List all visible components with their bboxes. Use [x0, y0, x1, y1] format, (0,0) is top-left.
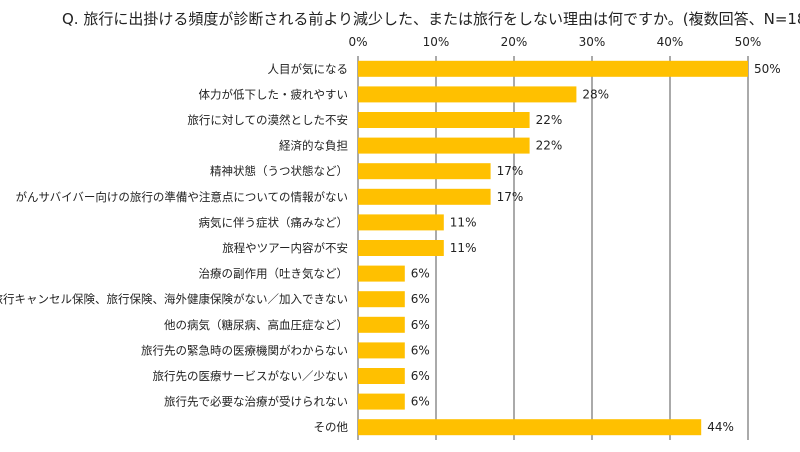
value-label: 22% [536, 113, 563, 127]
bar [358, 112, 530, 128]
category-label: 体力が低下した・疲れやすい [199, 87, 349, 101]
bar [358, 393, 405, 410]
label-layer: 0% 10% 20% 30% 40% 50% 人目が気になる 50% 体力が低下した・疲れやすい… [0, 35, 781, 434]
category-label: その他 [314, 420, 349, 434]
category-label: 旅行先で必要な治療が受けられない [164, 395, 348, 409]
bar [358, 214, 444, 231]
value-label: 28% [582, 87, 609, 101]
value-label: 6% [411, 395, 430, 409]
category-label: 病気に伴う症状（痛みなど） [199, 215, 349, 229]
value-label: 44% [707, 420, 734, 434]
category-label: 精神状態（うつ状態など） [210, 164, 348, 178]
category-label: 旅行先の緊急時の医療機関がわからない [141, 343, 348, 357]
bar [358, 86, 577, 103]
value-label: 6% [411, 369, 430, 383]
value-label: 6% [411, 318, 430, 332]
bar [358, 368, 405, 384]
category-label: 旅行先の医療サービスがない／少ない [153, 369, 349, 383]
bar [358, 137, 530, 154]
value-label: 6% [411, 292, 430, 306]
value-label: 17% [497, 190, 524, 204]
value-label: 17% [497, 164, 524, 178]
bar [358, 60, 748, 77]
bar [358, 291, 405, 308]
value-label: 22% [536, 139, 563, 153]
category-label: 経済的な負担 [279, 139, 348, 153]
value-label: 6% [411, 343, 430, 357]
x-tick-label: 10% [423, 35, 450, 49]
bar [358, 316, 405, 333]
bar [358, 265, 405, 282]
x-tick-label: 40% [657, 35, 684, 49]
bar [358, 419, 702, 436]
value-label: 6% [411, 267, 430, 281]
x-tick-label: 20% [501, 35, 528, 49]
category-label: 他の病気（糖尿病、高血圧症など） [164, 318, 348, 332]
x-tick-label: 50% [735, 35, 762, 49]
x-tick-label: 0% [348, 35, 367, 49]
category-label: がんサバイバー向けの旅行の準備や注意点についての情報がない [16, 190, 348, 204]
bar-layer [358, 60, 748, 436]
category-label: 旅行に対しての漠然とした不安 [187, 113, 348, 127]
bar [358, 188, 491, 205]
bar [358, 163, 491, 180]
category-label: 旅行キャンセル保険、旅行保険、海外健康保険がない／加入できない [0, 292, 348, 306]
x-tick-label: 30% [579, 35, 606, 49]
bar [358, 342, 405, 359]
value-label: 11% [450, 215, 477, 229]
value-label: 11% [450, 241, 477, 255]
chart-title: Q. 旅行に出掛ける頻度が診断される前より減少した、または旅行をしない理由は何で… [62, 10, 800, 28]
category-label: 治療の副作用（吐き気など） [199, 267, 349, 281]
bar [358, 240, 444, 256]
category-label: 人目が気になる [268, 62, 349, 76]
category-label: 旅程やツアー内容が不安 [222, 241, 348, 255]
value-label: 50% [754, 62, 781, 76]
